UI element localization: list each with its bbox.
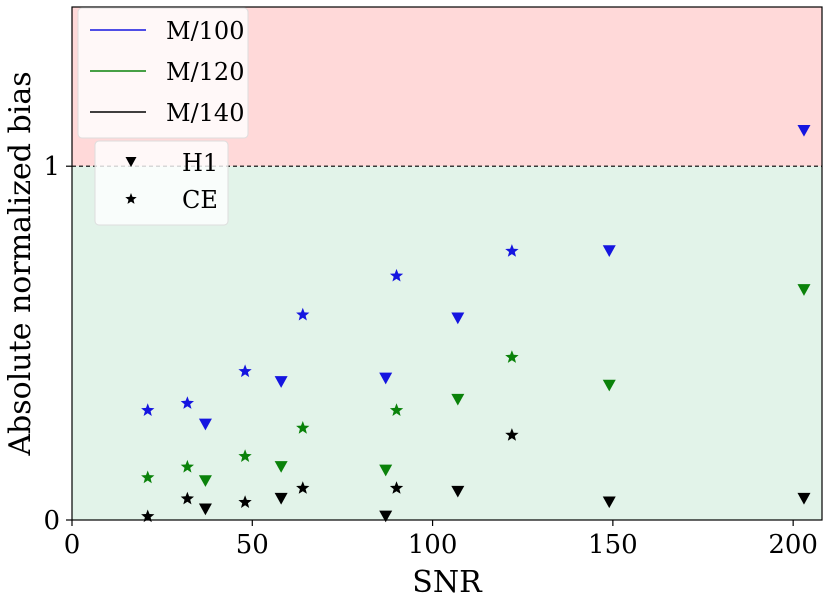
x-axis-label: SNR [412, 565, 483, 600]
point-m120-h1 [797, 284, 811, 296]
point-m140-ce [141, 509, 155, 523]
x-tick-label: 150 [588, 530, 638, 560]
point-m140-ce [505, 428, 519, 441]
point-m120-h1 [198, 475, 212, 487]
point-m100-ce [238, 364, 252, 378]
axis-ticks: 0 50 100 150 200 0 1 [43, 152, 818, 560]
point-m120-h1 [379, 464, 393, 477]
legend-label: M/100 [166, 17, 244, 45]
point-m100-h1 [451, 312, 465, 325]
y-axis-label: Absolute normalized bias [3, 71, 38, 456]
legend-color: M/100 M/120 M/140 [77, 7, 249, 139]
x-tick-label: 0 [64, 530, 81, 560]
legend-color-box [77, 7, 249, 139]
plot-frame [71, 6, 823, 521]
point-m120-ce [296, 421, 310, 434]
x-tick-label: 200 [768, 530, 818, 560]
point-m100-ce [141, 403, 155, 416]
point-m100-h1 [379, 372, 393, 385]
x-tick-label: 50 [236, 530, 269, 560]
point-m120-h1 [602, 379, 616, 392]
point-m120-ce [141, 470, 155, 484]
legend-star-icon [125, 193, 137, 204]
point-m140-h1 [379, 510, 393, 523]
y-tick-label: 1 [43, 152, 60, 182]
point-m100-h1 [198, 418, 212, 431]
point-m120-ce [389, 403, 404, 416]
legend-label: M/120 [166, 58, 244, 86]
point-m100-h1 [274, 376, 288, 388]
point-m140-h1 [451, 485, 465, 498]
point-m100-ce [296, 307, 310, 321]
point-m100-ce [389, 268, 404, 282]
point-m120-h1 [274, 461, 288, 473]
point-m140-h1 [274, 492, 288, 505]
point-m140-h1 [602, 496, 616, 509]
point-m100-ce [180, 396, 194, 409]
point-m140-ce [238, 495, 252, 508]
point-m120-ce [505, 350, 519, 363]
point-m140-ce [296, 481, 310, 494]
point-m140-ce [389, 481, 404, 494]
legend-label: CE [182, 186, 218, 214]
point-m120-ce [238, 449, 252, 462]
point-m100-h1 [797, 124, 811, 137]
point-m100-ce [505, 244, 519, 257]
point-m100-h1 [602, 245, 616, 257]
point-m120-ce [180, 459, 194, 473]
legend-marker: H1 CE [94, 140, 229, 226]
point-m140-h1 [198, 503, 212, 516]
x-tick-label: 100 [408, 530, 458, 560]
legend-triangle-icon [125, 157, 137, 167]
point-m120-h1 [451, 393, 465, 406]
y-tick-label: 0 [43, 506, 60, 536]
point-m140-h1 [797, 492, 811, 505]
point-m140-ce [180, 491, 194, 505]
legend-label: M/140 [166, 99, 244, 127]
data-points [141, 124, 811, 523]
legend-label: H1 [182, 149, 218, 177]
